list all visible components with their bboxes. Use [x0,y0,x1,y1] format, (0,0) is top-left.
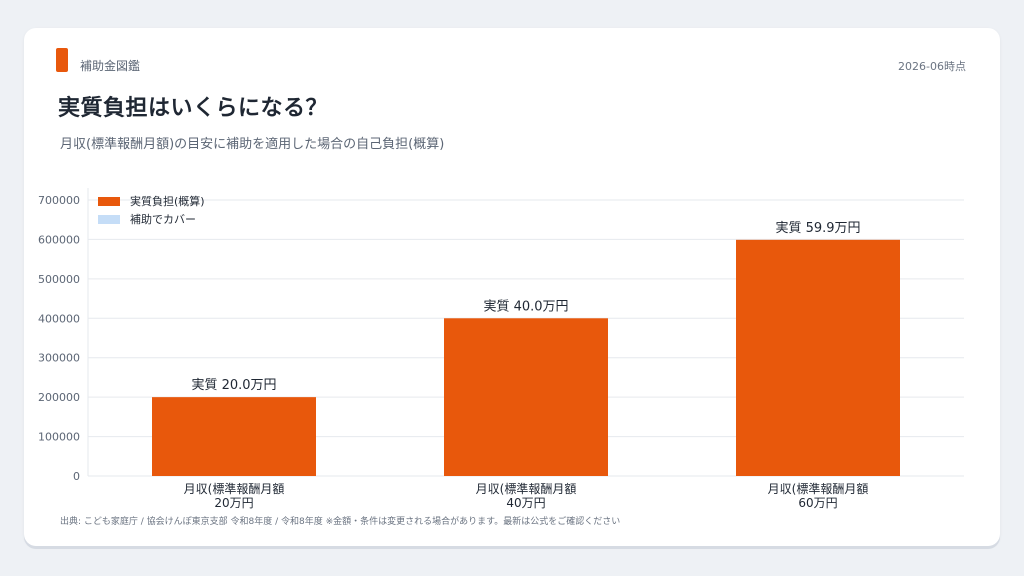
y-tick-label: 500000 [38,273,80,286]
x-tick-label: 40万円 [506,496,545,510]
data-label: 実質 59.9万円 [775,220,860,236]
y-tick-label: 600000 [38,233,80,246]
bar-burden [736,239,900,476]
page-subtitle: 月収(標準報酬月額)の目安に補助を適用した場合の自己負担(概算) [60,137,445,152]
legend-swatch [98,197,120,206]
bar-burden [152,397,316,476]
x-tick-label: 月収(標準報酬月額 [768,481,869,496]
y-tick-label: 200000 [38,391,80,404]
bar-burden [444,318,608,476]
as-of-date: 2026-06時点 [898,60,966,73]
legend-label: 実質負担(概算) [130,194,205,208]
y-tick-label: 700000 [38,194,80,207]
y-tick-label: 400000 [38,312,80,325]
x-tick-label: 月収(標準報酬月額 [184,481,285,496]
brand-name: 補助金図鑑 [80,59,141,73]
y-tick-label: 0 [73,470,80,483]
brand-accent-bar [56,48,68,72]
x-tick-label: 20万円 [214,496,253,510]
source-note: 出典: こども家庭庁 / 協会けんぽ東京支部 令和8年度 / 令和8年度 ※金額… [60,517,621,527]
legend-swatch [98,215,120,224]
page-title: 実質負担はいくらになる？ [58,96,329,121]
data-label: 実質 40.0万円 [483,298,568,314]
x-tick-label: 月収(標準報酬月額 [476,481,577,496]
data-label: 実質 20.0万円 [191,377,276,393]
x-tick-label: 60万円 [798,496,837,510]
legend-label: 補助でカバー [130,212,196,226]
y-tick-label: 100000 [38,431,80,444]
y-tick-label: 300000 [38,352,80,365]
